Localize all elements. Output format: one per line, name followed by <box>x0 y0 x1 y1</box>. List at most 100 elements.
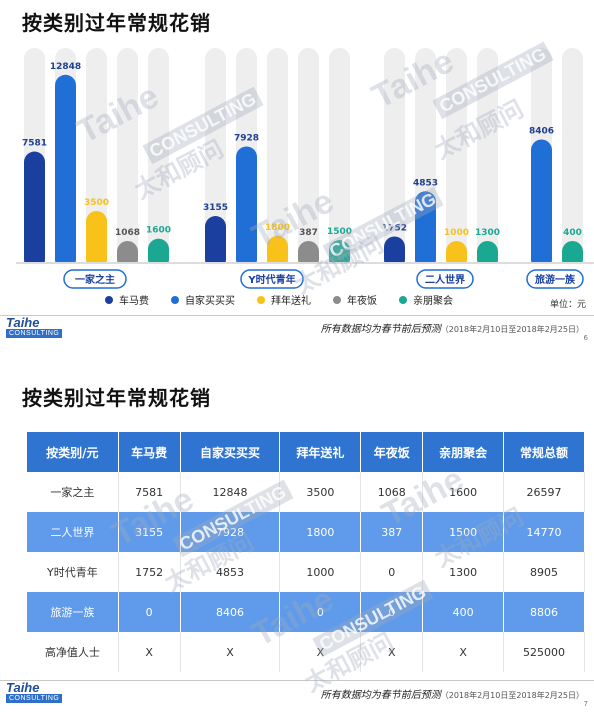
bar-自家买买买 <box>236 146 257 270</box>
table-cell: 387 <box>360 512 424 552</box>
chart-legend: 车马费 自家买买买 拜年送礼 年夜饭 亲朋聚会 <box>105 292 453 307</box>
bar-value-label: 3155 <box>203 203 228 213</box>
bar-value-label: 1800 <box>265 223 290 233</box>
table-row: Y时代青年 1752 4853 1000 0 1300 8905 <box>27 552 585 592</box>
unit-label: 单位：元 <box>549 300 586 310</box>
logo-text-bottom: CONSULTING <box>6 329 63 338</box>
bar-自家买买买 <box>531 139 552 270</box>
table-cell: 400 <box>422 592 505 632</box>
footnote-main: 所有数据均为春节前后预测 <box>320 324 441 335</box>
table-row: 二人世界 3155 7928 1800 387 1500 14770 <box>27 512 585 552</box>
bar-value-label: 12848 <box>50 62 81 72</box>
footer-divider <box>0 680 594 681</box>
legend-item: 车马费 <box>105 292 149 307</box>
slide-table: 按类别过年常规花销 按类别/元 车马费 自家买买买 拜年送礼 年夜饭 亲朋聚会 常规总额 一… <box>0 368 594 718</box>
bar-value-label: 1600 <box>146 226 171 236</box>
logo-text-top: Taihe <box>6 680 40 695</box>
chart-axis-line <box>16 262 594 264</box>
bar-自家买买买 <box>415 191 436 270</box>
table-body: 一家之主 7581 12848 3500 1068 1600 26597 二人世界 3155 79… <box>27 472 585 672</box>
bar-value-label: 7928 <box>234 133 259 143</box>
table-title: 按类别过年常规花销 <box>22 386 211 410</box>
table-row: 高净值人士 X X X X X 525000 <box>27 632 585 672</box>
bar-车马费 <box>24 151 45 270</box>
table-cell: X <box>422 632 505 672</box>
table-header-cell: 自家买买买 <box>180 432 281 472</box>
bar-track <box>267 48 288 262</box>
bar-track <box>298 48 319 262</box>
legend-item: 年夜饭 <box>333 292 377 307</box>
category-pill <box>240 269 304 289</box>
table-cell: 12848 <box>180 472 281 512</box>
legend-dot <box>105 295 113 304</box>
table-cell: 0 <box>360 592 424 632</box>
legend-item: 自家买买买 <box>171 292 235 307</box>
bar-track <box>117 48 138 262</box>
table-cell: 1000 <box>279 552 362 592</box>
bar-value-label: 400 <box>563 228 582 238</box>
bar-track <box>446 48 467 262</box>
table-cell: 7581 <box>118 472 181 512</box>
table-cell: Y时代青年 <box>27 552 119 592</box>
legend-item: 拜年送礼 <box>257 292 311 307</box>
table-cell: 0 <box>279 592 362 632</box>
category-pill <box>526 269 584 289</box>
chart-title: 按类别过年常规花销 <box>22 11 211 35</box>
table-cell: 1300 <box>422 552 505 592</box>
table-cell: X <box>180 632 281 672</box>
taihe-logo: Taihe CONSULTING <box>6 315 63 338</box>
spending-table: 按类别/元 车马费 自家买买买 拜年送礼 年夜饭 亲朋聚会 常规总额 一家之主 7581 128… <box>27 432 585 672</box>
bar-chart: 7581 12848 3500 1068 1600 3155 7928 1800 387 1500… <box>0 48 594 290</box>
category-pill <box>416 269 474 289</box>
bar-自家买买买 <box>55 74 76 270</box>
bar-value-label: 1500 <box>327 227 352 237</box>
legend-dot <box>399 295 407 304</box>
table-header-cell: 年夜饭 <box>360 432 424 472</box>
table-row: 旅游一族 0 8406 0 0 400 8806 <box>27 592 585 632</box>
table-cell: 8806 <box>503 592 585 632</box>
table-cell: 8406 <box>180 592 281 632</box>
table-header-cell: 按类别/元 <box>27 432 119 472</box>
table-header-cell: 拜年送礼 <box>279 432 362 472</box>
bar-track <box>329 48 350 262</box>
bar-track <box>562 48 583 262</box>
logo-text-top: Taihe <box>6 315 40 330</box>
category-pill <box>63 269 127 289</box>
slide-chart: 按类别过年常规花销 7581 12848 3500 1068 1600 3155 7928 1… <box>0 0 594 345</box>
table-cell: 4853 <box>180 552 281 592</box>
logo-text-bottom: CONSULTING <box>6 694 63 703</box>
bar-track <box>384 48 405 262</box>
legend-label: 拜年送礼 <box>271 296 311 307</box>
table-cell: 1068 <box>360 472 424 512</box>
legend-label: 亲朋聚会 <box>413 296 453 307</box>
footnote: 所有数据均为春节前后预测（2018年2月10日至2018年2月25日） <box>321 686 584 701</box>
bar-value-label: 1000 <box>444 228 469 238</box>
taihe-logo: Taihe CONSULTING <box>6 680 63 703</box>
footnote-range: （2018年2月10日至2018年2月25日） <box>440 691 584 700</box>
legend-label: 自家买买买 <box>185 296 235 307</box>
legend-dot <box>171 295 179 304</box>
legend-dot <box>257 295 265 304</box>
bar-车马费 <box>205 216 226 270</box>
page-number: 7 <box>583 700 588 708</box>
legend-label: 车马费 <box>119 296 149 307</box>
table-cell: X <box>279 632 362 672</box>
table-header-cell: 车马费 <box>118 432 181 472</box>
bar-拜年送礼 <box>86 211 107 270</box>
bar-value-label: 387 <box>299 228 318 238</box>
table-cell: 14770 <box>503 512 585 552</box>
bar-track <box>477 48 498 262</box>
bar-track <box>86 48 107 262</box>
footer-divider <box>0 315 594 316</box>
table-cell: 1752 <box>118 552 181 592</box>
footnote: 所有数据均为春节前后预测（2018年2月10日至2018年2月25日） <box>321 320 584 335</box>
legend-label: 年夜饭 <box>347 296 377 307</box>
table-cell: 旅游一族 <box>27 592 119 632</box>
category-label: Y时代青年 <box>247 273 295 286</box>
table-cell: 1600 <box>422 472 505 512</box>
table-cell: 二人世界 <box>27 512 119 552</box>
bar-value-label: 1300 <box>475 228 500 238</box>
table-header-cell: 常规总额 <box>503 432 585 472</box>
bar-track <box>205 48 226 262</box>
footnote-range: （2018年2月10日至2018年2月25日） <box>440 325 584 334</box>
